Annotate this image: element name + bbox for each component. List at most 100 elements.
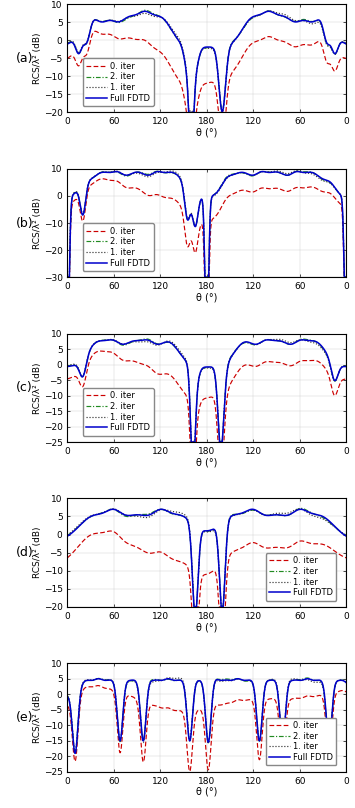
Full FDTD	[125, 339, 129, 348]
1. iter	[218, 437, 222, 447]
Full FDTD	[125, 170, 129, 180]
0. iter	[96, 680, 100, 690]
Full FDTD	[65, 39, 70, 48]
Text: (c): (c)	[16, 381, 33, 394]
1. iter	[125, 339, 129, 348]
1. iter	[294, 166, 299, 175]
0. iter	[239, 363, 243, 372]
Legend: 0. iter, 2. iter, 1. iter, Full FDTD: 0. iter, 2. iter, 1. iter, Full FDTD	[83, 223, 154, 271]
Full FDTD	[73, 748, 77, 758]
0. iter	[143, 743, 147, 752]
X-axis label: θ (°): θ (°)	[196, 622, 218, 632]
2. iter	[239, 339, 243, 349]
Line: Full FDTD: Full FDTD	[67, 171, 346, 277]
2. iter	[143, 334, 147, 343]
Full FDTD	[143, 721, 147, 730]
2. iter	[143, 510, 147, 520]
2. iter	[318, 173, 322, 183]
Full FDTD	[143, 335, 147, 345]
0. iter	[125, 183, 129, 193]
Line: 0. iter: 0. iter	[67, 351, 346, 442]
1. iter	[344, 271, 348, 281]
0. iter	[98, 346, 103, 356]
2. iter	[234, 345, 238, 355]
2. iter	[143, 169, 147, 179]
1. iter	[125, 170, 129, 180]
Full FDTD	[65, 272, 70, 282]
2. iter	[65, 361, 70, 371]
2. iter	[296, 166, 300, 176]
0. iter	[234, 187, 238, 197]
1. iter	[143, 722, 147, 732]
Full FDTD	[143, 6, 147, 16]
0. iter	[65, 272, 70, 282]
2. iter	[344, 39, 348, 48]
2. iter	[143, 720, 147, 730]
1. iter	[65, 530, 70, 540]
2. iter	[318, 340, 322, 350]
0. iter	[143, 36, 147, 45]
2. iter	[344, 531, 348, 541]
1. iter	[203, 272, 207, 282]
Full FDTD	[239, 508, 243, 518]
Full FDTD	[143, 6, 147, 16]
2. iter	[234, 33, 238, 43]
2. iter	[65, 692, 70, 701]
1. iter	[318, 174, 322, 183]
Text: (d): (d)	[15, 546, 33, 559]
Full FDTD	[318, 675, 322, 685]
Full FDTD	[159, 504, 164, 514]
0. iter	[344, 687, 348, 696]
0. iter	[190, 602, 194, 612]
2. iter	[318, 511, 322, 521]
1. iter	[239, 339, 243, 349]
Full FDTD	[234, 510, 238, 520]
1. iter	[111, 504, 115, 514]
0. iter	[239, 695, 243, 705]
2. iter	[344, 677, 348, 687]
Line: 2. iter: 2. iter	[67, 339, 346, 442]
1. iter	[344, 271, 348, 281]
Line: 1. iter: 1. iter	[67, 509, 346, 607]
1. iter	[65, 271, 70, 281]
0. iter	[344, 553, 348, 562]
0. iter	[65, 553, 70, 562]
1. iter	[234, 675, 238, 684]
X-axis label: θ (°): θ (°)	[196, 787, 218, 797]
Full FDTD	[318, 511, 322, 520]
2. iter	[192, 602, 196, 612]
0. iter	[318, 358, 322, 368]
0. iter	[344, 553, 348, 562]
0. iter	[143, 547, 147, 557]
0. iter	[65, 374, 70, 384]
1. iter	[344, 38, 348, 48]
Line: 0. iter: 0. iter	[67, 531, 346, 607]
Full FDTD	[125, 677, 129, 687]
1. iter	[143, 171, 147, 181]
1. iter	[318, 342, 322, 351]
Line: 2. iter: 2. iter	[67, 11, 346, 112]
0. iter	[239, 186, 243, 196]
2. iter	[234, 169, 238, 179]
1. iter	[267, 6, 272, 15]
Full FDTD	[261, 166, 265, 176]
Full FDTD	[143, 170, 147, 179]
Full FDTD	[344, 362, 348, 372]
2. iter	[65, 531, 70, 541]
Full FDTD	[344, 39, 348, 48]
2. iter	[125, 679, 129, 688]
1. iter	[220, 107, 224, 117]
1. iter	[143, 513, 147, 523]
2. iter	[73, 748, 77, 758]
Legend: 0. iter, 2. iter, 1. iter, Full FDTD: 0. iter, 2. iter, 1. iter, Full FDTD	[83, 388, 154, 436]
1. iter	[318, 513, 322, 523]
2. iter	[344, 361, 348, 371]
1. iter	[344, 38, 348, 48]
0. iter	[344, 272, 348, 282]
Legend: 0. iter, 2. iter, 1. iter, Full FDTD: 0. iter, 2. iter, 1. iter, Full FDTD	[266, 553, 337, 600]
0. iter	[344, 374, 348, 384]
X-axis label: θ (°): θ (°)	[196, 457, 218, 467]
Full FDTD	[318, 172, 322, 182]
Line: 1. iter: 1. iter	[67, 11, 346, 112]
Line: 0. iter: 0. iter	[67, 179, 346, 277]
